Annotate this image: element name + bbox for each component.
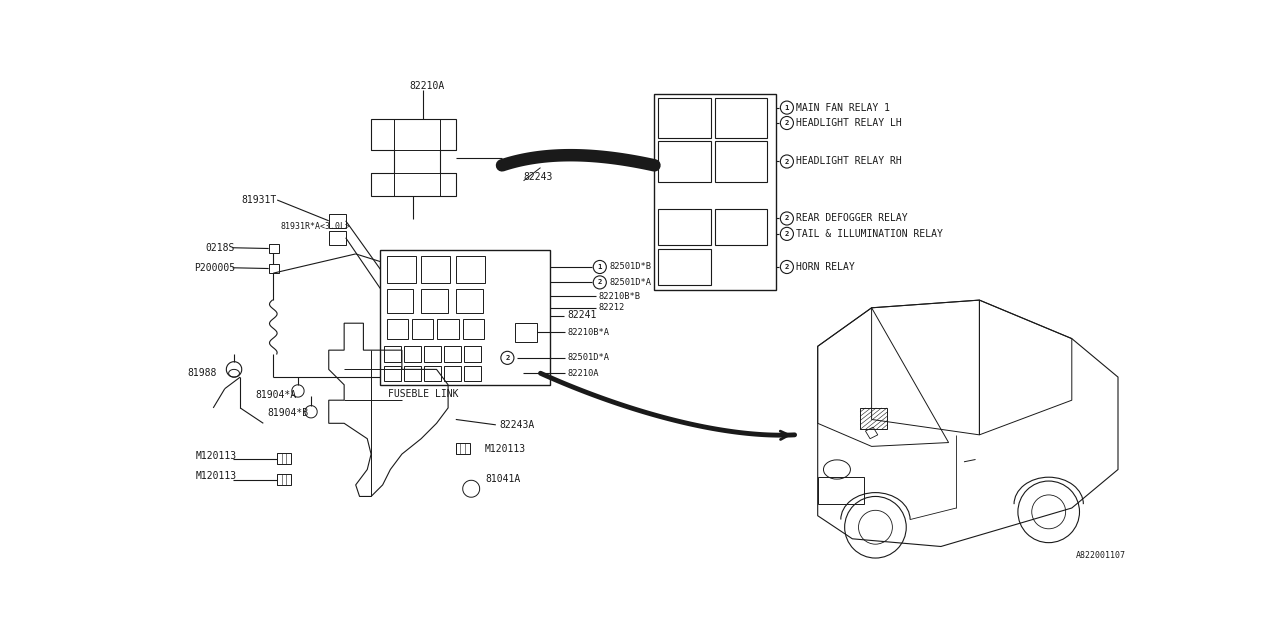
- Text: 0218S: 0218S: [206, 243, 236, 253]
- Bar: [384, 365, 401, 381]
- Bar: [465, 365, 481, 381]
- Text: M120113: M120113: [196, 470, 237, 481]
- Text: M120113: M120113: [196, 451, 237, 461]
- Text: A822001107: A822001107: [1075, 551, 1125, 560]
- Bar: [404, 365, 421, 381]
- Text: 81904*B: 81904*B: [268, 408, 308, 419]
- Bar: [421, 289, 448, 313]
- Text: 82212: 82212: [598, 303, 625, 312]
- Bar: [329, 231, 346, 244]
- Text: TAIL & ILLUMINATION RELAY: TAIL & ILLUMINATION RELAY: [796, 229, 943, 239]
- Text: 82501D*A: 82501D*A: [567, 353, 609, 362]
- Bar: [269, 244, 279, 253]
- Text: 1: 1: [598, 264, 602, 270]
- Bar: [404, 346, 421, 362]
- Bar: [456, 256, 485, 283]
- Bar: [515, 323, 536, 342]
- Text: 2: 2: [785, 216, 788, 221]
- Text: HEADLIGHT RELAY LH: HEADLIGHT RELAY LH: [796, 118, 902, 128]
- Bar: [380, 250, 549, 385]
- Text: M120113: M120113: [485, 444, 526, 454]
- Bar: [444, 365, 461, 381]
- Bar: [714, 209, 767, 245]
- Bar: [329, 214, 346, 228]
- Text: 2: 2: [785, 264, 788, 270]
- Bar: [269, 264, 279, 273]
- Text: 81931T: 81931T: [242, 195, 276, 205]
- Bar: [384, 346, 401, 362]
- Text: 82210B*B: 82210B*B: [598, 292, 640, 301]
- Text: 2: 2: [785, 120, 788, 126]
- Bar: [412, 319, 434, 339]
- Text: 81988: 81988: [188, 368, 218, 378]
- Bar: [463, 319, 484, 339]
- Text: FUSEBLE LINK: FUSEBLE LINK: [388, 389, 458, 399]
- Bar: [456, 289, 483, 313]
- Bar: [444, 346, 461, 362]
- Bar: [278, 474, 291, 485]
- Bar: [424, 365, 442, 381]
- Text: 2: 2: [598, 280, 602, 285]
- Text: HORN RELAY: HORN RELAY: [796, 262, 855, 272]
- Text: 82241: 82241: [567, 310, 596, 321]
- Text: 2: 2: [785, 231, 788, 237]
- Bar: [658, 209, 710, 245]
- Bar: [714, 97, 767, 138]
- Text: 82210A: 82210A: [410, 81, 445, 91]
- Bar: [658, 141, 710, 182]
- Bar: [465, 346, 481, 362]
- Text: 82501D*B: 82501D*B: [609, 262, 652, 271]
- Text: 82243A: 82243A: [499, 420, 535, 430]
- Text: 82243: 82243: [524, 172, 553, 182]
- Text: MAIN FAN RELAY 1: MAIN FAN RELAY 1: [796, 102, 890, 113]
- Bar: [714, 141, 767, 182]
- Bar: [658, 97, 710, 138]
- Text: 81904*A: 81904*A: [256, 390, 297, 400]
- Bar: [387, 319, 408, 339]
- Text: 82210B*A: 82210B*A: [567, 328, 609, 337]
- Bar: [387, 256, 416, 283]
- Text: 2: 2: [506, 355, 509, 361]
- Bar: [278, 453, 291, 464]
- Text: 82210A: 82210A: [567, 369, 599, 378]
- Text: 2: 2: [785, 159, 788, 164]
- Bar: [424, 346, 442, 362]
- Bar: [387, 289, 413, 313]
- Text: 81041A: 81041A: [485, 474, 520, 484]
- Text: REAR DEFOGGER RELAY: REAR DEFOGGER RELAY: [796, 214, 908, 223]
- Bar: [456, 444, 470, 454]
- Text: HEADLIGHT RELAY RH: HEADLIGHT RELAY RH: [796, 157, 902, 166]
- Text: 1: 1: [785, 104, 788, 111]
- Text: 82501D*A: 82501D*A: [609, 278, 652, 287]
- Bar: [421, 256, 451, 283]
- Bar: [818, 477, 864, 504]
- Text: 81931R*A<3.0L>: 81931R*A<3.0L>: [280, 223, 351, 232]
- Bar: [860, 408, 887, 429]
- Bar: [658, 249, 710, 285]
- Bar: [438, 319, 460, 339]
- Bar: [654, 93, 776, 290]
- Text: P200005: P200005: [195, 263, 236, 273]
